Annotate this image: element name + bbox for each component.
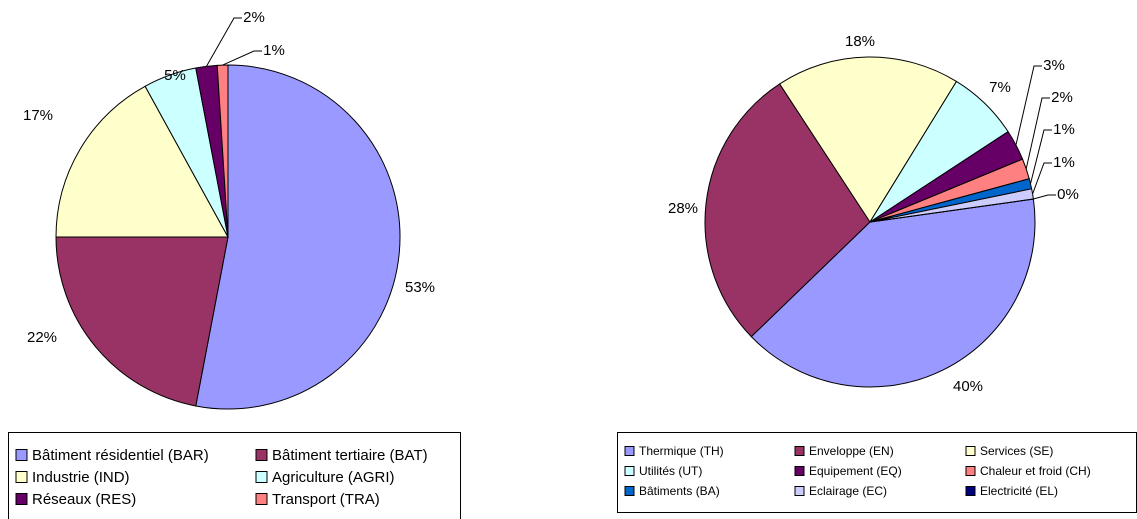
legend-swatch [255,449,268,461]
legend-swatch [624,466,635,476]
legend-box [617,432,1137,513]
legend-label: Agriculture (AGRI) [272,469,395,486]
pie-slice [55,85,229,238]
legend-label: Bâtiment tertiaire (BAT) [272,447,428,464]
leader-line [1032,162,1052,195]
leader-line [222,50,262,66]
legend-label: Transport (TRA) [272,491,380,508]
legend-label: Utilités (UT) [639,464,702,478]
legend-swatch [15,493,28,505]
value-label: 40% [953,378,983,395]
value-label: 22% [27,329,57,346]
leader-line [1025,97,1050,169]
value-label: 28% [668,200,698,217]
legend-swatch [255,493,268,505]
pie-slice [750,198,1036,388]
pie-slice [216,64,229,238]
legend-swatch [794,446,805,456]
value-label: 17% [23,107,53,124]
value-label: 0% [1057,186,1079,203]
value-label: 3% [1043,57,1065,74]
value-label: 7% [989,79,1011,96]
value-label: 1% [263,42,285,59]
legend-swatch [15,449,28,461]
legend-swatch [15,471,28,483]
leader-line [206,17,242,67]
legend-swatch [794,486,805,496]
pie-slice [778,56,958,223]
pie-slice [704,83,871,338]
legend-label: Réseaux (RES) [32,491,136,508]
value-label: 53% [405,279,435,296]
legend-swatch [255,471,268,483]
legend-label: Electricité (EL) [980,484,1058,498]
value-label: 1% [1053,154,1075,171]
pie-slice [55,236,229,407]
legend-label: Equipement (EQ) [809,464,902,478]
legend-label: Eclairage (EC) [809,484,887,498]
value-label: 2% [243,9,265,26]
legend-swatch [794,466,805,476]
legend-swatch [624,446,635,456]
legend-swatch [965,446,976,456]
value-label: 5% [164,67,186,84]
pie-slice [195,64,401,410]
leader-line [1030,129,1052,184]
legend-label: Bâtiments (BA) [639,484,720,498]
pie-slice [869,198,1034,223]
value-label: 2% [1051,89,1073,106]
legend-label: Enveloppe (EN) [809,444,894,458]
legend-label: Services (SE) [980,444,1053,458]
legend-label: Chaleur et froid (CH) [980,464,1091,478]
legend-swatch [965,466,976,476]
legend-label: Industrie (IND) [32,469,130,486]
value-label: 18% [845,33,875,50]
leader-line [1033,194,1056,200]
legend-label: Thermique (TH) [639,444,724,458]
value-label: 1% [1053,121,1075,138]
legend-label: Bâtiment résidentiel (BAR) [32,447,209,464]
legend-swatch [624,486,635,496]
legend-box [8,432,461,519]
legend-swatch [965,486,976,496]
leader-line [1015,65,1042,146]
